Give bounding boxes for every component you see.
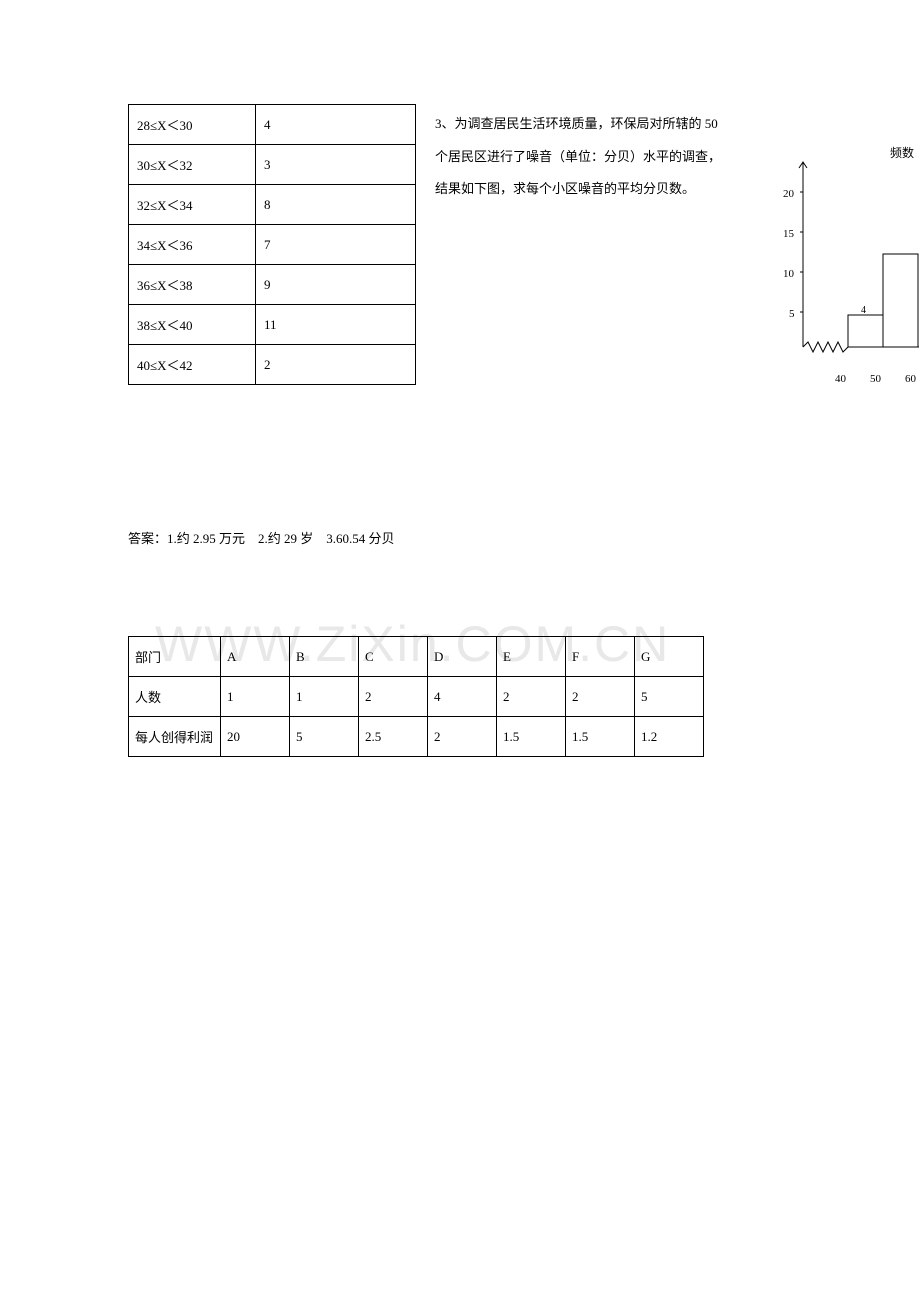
cell: 36≤X＜38 [129, 265, 256, 305]
answer-text: 答案：1.约 2.95 万元 2.约 29 岁 3.60.54 分贝 [128, 528, 395, 547]
cell: 1.5 [497, 717, 566, 757]
cell: 38≤X＜40 [129, 305, 256, 345]
y-tick-label: 10 [783, 268, 795, 280]
cell: 9 [256, 265, 416, 305]
cell: A [221, 637, 290, 677]
histogram-chart: 频数 20 15 10 5 4 40 50 60 [735, 142, 919, 417]
cell: 30≤X＜32 [129, 145, 256, 185]
x-tick-label: 50 [870, 373, 882, 385]
department-table: 部门 A B C D E F G 人数 1 1 2 4 2 2 5 每人创得利润… [128, 636, 704, 757]
y-tick-label: 15 [783, 228, 795, 240]
cell: 11 [256, 305, 416, 345]
cell: 2 [497, 677, 566, 717]
cell: F [566, 637, 635, 677]
cell: 40≤X＜42 [129, 345, 256, 385]
cell: 2.5 [359, 717, 428, 757]
y-tick-label: 20 [783, 188, 795, 200]
broken-axis-icon [803, 342, 848, 352]
cell: 3 [256, 145, 416, 185]
x-tick-label: 40 [835, 373, 847, 385]
table-row: 30≤X＜323 [129, 145, 416, 185]
cell: 1.5 [566, 717, 635, 757]
frequency-table: 28≤X＜304 30≤X＜323 32≤X＜348 34≤X＜367 36≤X… [128, 104, 416, 385]
cell: 5 [635, 677, 704, 717]
cell: G [635, 637, 704, 677]
cell: D [428, 637, 497, 677]
bar [883, 254, 918, 347]
cell: 7 [256, 225, 416, 265]
table-row: 38≤X＜4011 [129, 305, 416, 345]
cell: 4 [428, 677, 497, 717]
table-row: 每人创得利润 20 5 2.5 2 1.5 1.5 1.2 [129, 717, 704, 757]
cell: 34≤X＜36 [129, 225, 256, 265]
text-line: 3、为调查居民生活环境质量，环保局对所辖的 50 [435, 108, 905, 141]
cell: 1.2 [635, 717, 704, 757]
table-row: 34≤X＜367 [129, 225, 416, 265]
cell: 2 [566, 677, 635, 717]
cell: C [359, 637, 428, 677]
cell: 每人创得利润 [129, 717, 221, 757]
x-tick-label: 60 [905, 373, 917, 385]
cell: 1 [221, 677, 290, 717]
cell: B [290, 637, 359, 677]
table-row: 28≤X＜304 [129, 105, 416, 145]
cell: 20 [221, 717, 290, 757]
cell: 2 [428, 717, 497, 757]
table-row: 32≤X＜348 [129, 185, 416, 225]
table-row: 36≤X＜389 [129, 265, 416, 305]
cell: 4 [256, 105, 416, 145]
cell: 8 [256, 185, 416, 225]
y-tick-label: 5 [789, 308, 795, 320]
bar-label: 4 [861, 305, 866, 316]
cell: 1 [290, 677, 359, 717]
bar [848, 315, 883, 347]
table-row: 部门 A B C D E F G [129, 637, 704, 677]
cell: 5 [290, 717, 359, 757]
cell: E [497, 637, 566, 677]
cell: 人数 [129, 677, 221, 717]
cell: 32≤X＜34 [129, 185, 256, 225]
cell: 部门 [129, 637, 221, 677]
cell: 2 [256, 345, 416, 385]
table-row: 人数 1 1 2 4 2 2 5 [129, 677, 704, 717]
cell: 2 [359, 677, 428, 717]
y-axis-label: 频数 [890, 145, 914, 160]
cell: 28≤X＜30 [129, 105, 256, 145]
table-row: 40≤X＜422 [129, 345, 416, 385]
